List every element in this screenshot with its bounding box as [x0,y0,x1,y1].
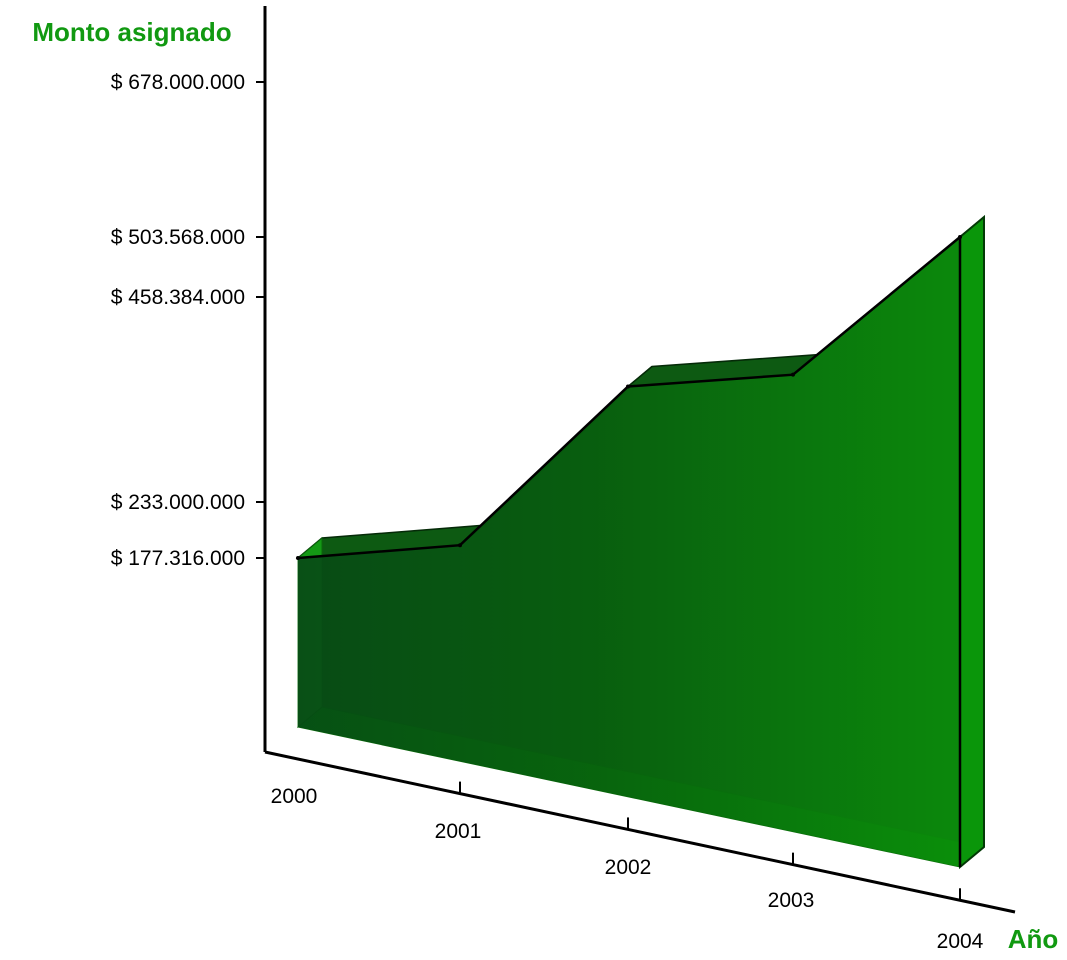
y-ticks: $ 177.316.000 $ 233.000.000 $ 458.384.000 $… [111,71,265,570]
y-tick-label: $ 177.316.000 [111,547,245,570]
area-front-face [298,237,960,867]
data-point [958,235,962,239]
data-point [626,384,630,389]
area-series [295,214,986,870]
x-ticks: 2000 2001 2002 2003 2004 [271,781,984,953]
y-axis-title: Monto asignado [32,17,231,47]
y-tick-label: $ 233.000.000 [111,491,245,514]
data-point [458,543,462,548]
y-tick-label: $ 678.000.000 [111,71,245,94]
area-right-cap [959,214,985,870]
data-point [296,556,300,560]
x-axis-line [264,750,1016,914]
x-tick-label: 2002 [605,856,652,879]
x-tick-label: 2003 [768,889,815,912]
x-tick-label: 2000 [271,785,318,808]
x-axis-title: Año [1008,924,1059,954]
x-tick-label: 2004 [937,930,984,953]
y-tick-label: $ 458.384.000 [111,286,245,309]
y-tick-label: $ 503.568.000 [111,226,245,249]
x-tick-label: 2001 [435,820,482,843]
data-point [791,372,795,377]
